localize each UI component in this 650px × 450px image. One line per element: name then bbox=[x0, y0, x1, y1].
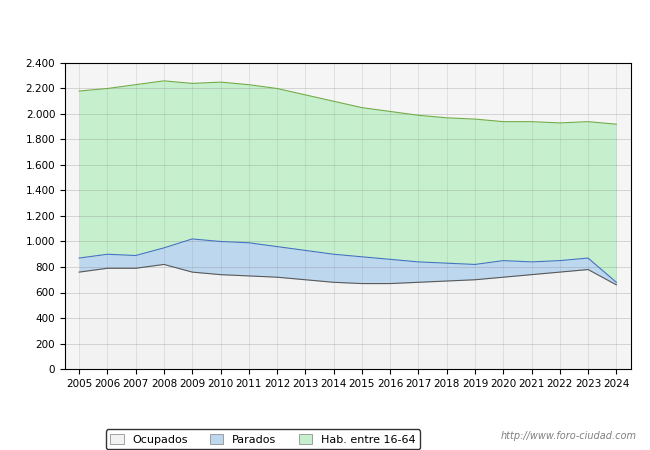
Legend: Ocupados, Parados, Hab. entre 16-64: Ocupados, Parados, Hab. entre 16-64 bbox=[106, 429, 420, 449]
Text: Vallada - Evolucion de la poblacion en edad de Trabajar Septiembre de 2024: Vallada - Evolucion de la poblacion en e… bbox=[70, 21, 580, 33]
Text: http://www.foro-ciudad.com: http://www.foro-ciudad.com bbox=[501, 431, 637, 441]
